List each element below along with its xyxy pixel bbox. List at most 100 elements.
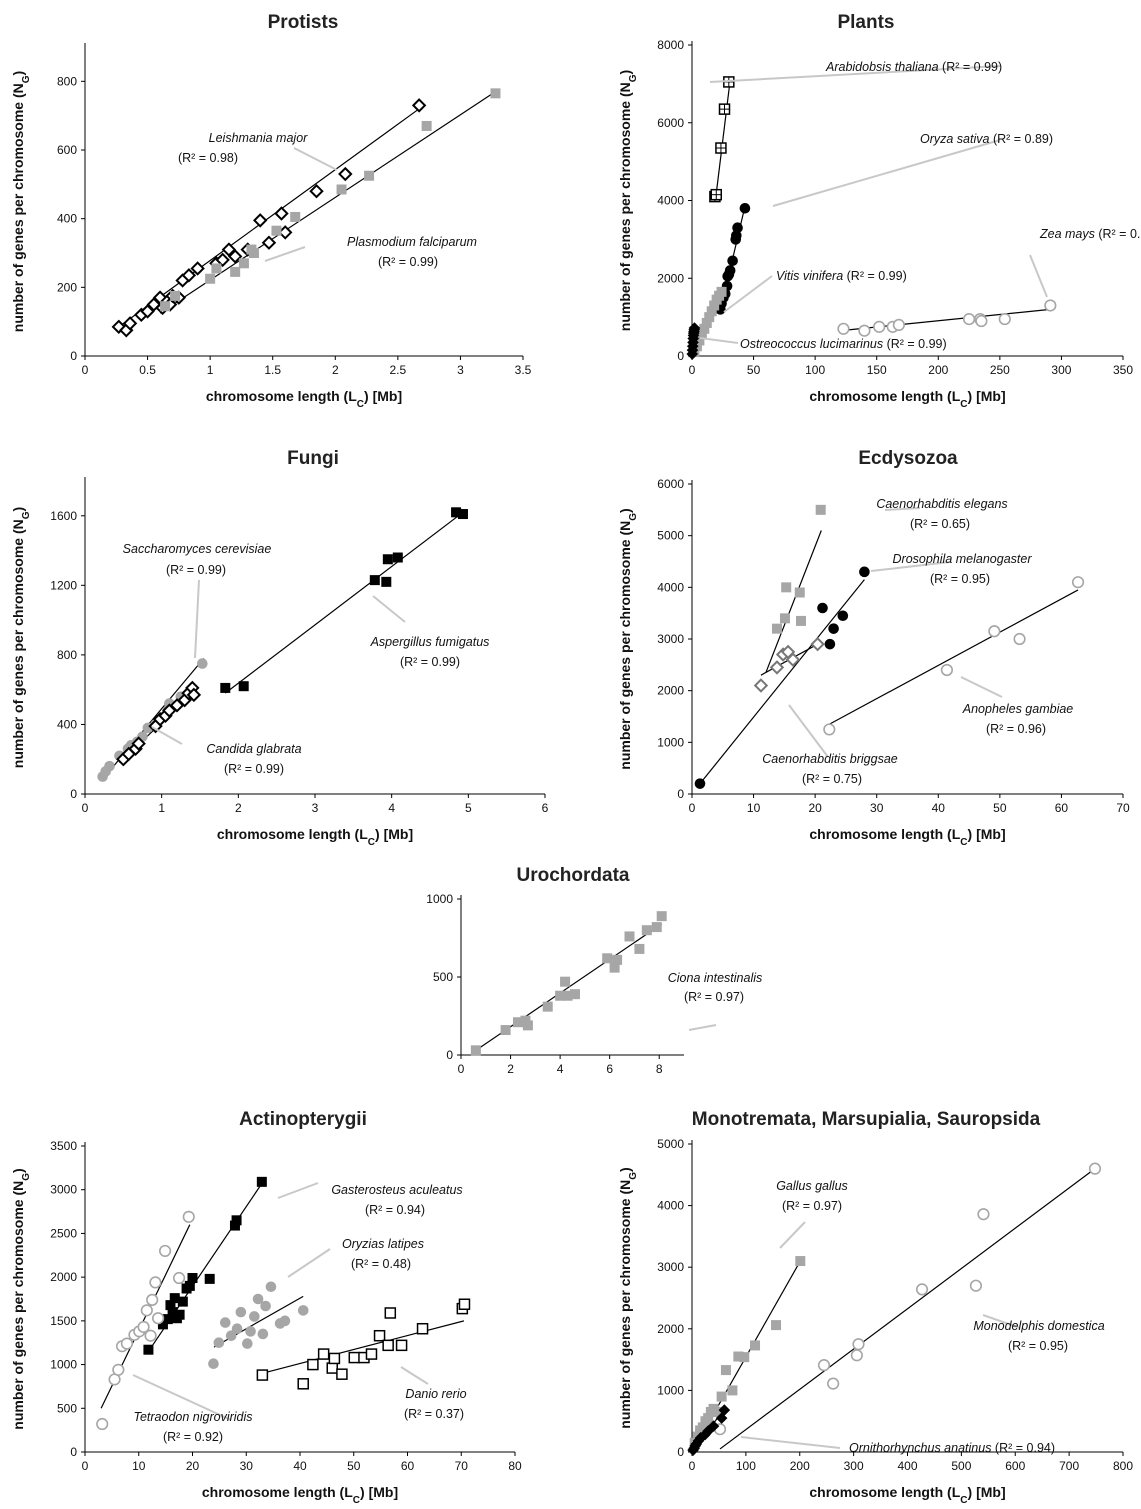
annotation-leader	[740, 1436, 841, 1449]
anopheles-gambiae-marker	[823, 723, 836, 736]
anopheles-gambiae-marker	[1013, 632, 1026, 646]
y-axis-label: number of genes per chromosome (NG)	[10, 1168, 32, 1429]
vitis-vinifera-marker	[706, 306, 717, 317]
tetraodon-nigroviridis-marker	[112, 1363, 125, 1376]
gasterosteus-aculeatus-marker	[256, 1176, 267, 1187]
ciona-intestinalis-marker	[500, 1025, 511, 1036]
trend-line	[829, 589, 1079, 725]
panel-monotremata-marsupialia-sauropsida: Monotremata, Marsupialia, Sauropsida 0 100…	[617, 1109, 1133, 1506]
panel-protists: Protists 0 0.5 1 1.5 2 2.5 3 3.5 0 200 400 600 800 chr…	[10, 12, 532, 410]
r-squared-label: (R² = 0.96)	[986, 722, 1046, 736]
chart-title: Actinopterygii	[239, 1109, 367, 1130]
y-tick-label: 600	[57, 143, 77, 157]
tetraodon-nigroviridis-marker	[146, 1293, 159, 1306]
caenorhabditis-elegans-marker	[815, 504, 826, 515]
danio-rerio-marker	[458, 1298, 471, 1310]
danio-rerio-marker	[336, 1368, 348, 1380]
saccharomyces-cerevisiae-marker	[104, 760, 115, 772]
leishmania-major-marker	[140, 304, 155, 319]
caenorhabditis-elegans-marker	[771, 623, 782, 634]
annotation-leader	[132, 1374, 232, 1421]
ciona-intestinalis-marker	[562, 990, 573, 1001]
y-tick-label: 1000	[50, 1358, 77, 1372]
ciona-intestinalis-marker	[609, 962, 620, 973]
x-tick-label: 4	[557, 1062, 564, 1076]
x-axis-label: chromosome length (LC) [Mb]	[809, 826, 1005, 848]
gallus-gallus-marker	[733, 1351, 744, 1362]
y-tick-label: 2500	[50, 1226, 77, 1240]
leishmania-major-marker	[261, 235, 277, 250]
ciona-intestinalis-marker	[602, 953, 613, 964]
x-tick-label: 3	[312, 801, 319, 815]
oryzias-latipes-marker	[279, 1315, 291, 1327]
chart-title: Fungi	[287, 448, 339, 469]
y-tick-label: 1200	[50, 578, 77, 592]
series-zea-mays	[837, 299, 1057, 337]
caenorhabditis-elegans-marker	[779, 613, 790, 624]
species-label: Candida glabrata	[206, 742, 301, 756]
ornithorhynchus-anatinus-marker	[707, 1420, 720, 1432]
leishmania-major-marker	[252, 213, 268, 228]
series-caenorhabditis-briggsae	[753, 636, 825, 693]
y-tick-label: 2000	[657, 271, 684, 285]
aspergillus-fumigatus-marker	[392, 552, 403, 563]
aspergillus-fumigatus-marker	[457, 509, 468, 520]
chart-title: Monotremata, Marsupialia, Sauropsida	[692, 1109, 1041, 1130]
r-squared-label: (R² = 0.99)	[166, 563, 226, 577]
x-tick-label: 1	[158, 801, 165, 815]
series-ciona-intestinalis	[470, 911, 667, 1056]
y-tick-label: 400	[57, 212, 77, 226]
danio-rerio-marker	[382, 1339, 394, 1352]
x-tick-label: 5	[465, 801, 472, 815]
r-squared-label: (R² = 0.98)	[178, 151, 238, 165]
tetraodon-nigroviridis-marker	[158, 1244, 172, 1258]
y-axis-label: number of genes per chromosome (NG)	[10, 71, 32, 332]
x-tick-label: 600	[1005, 1459, 1025, 1473]
tetraodon-nigroviridis-marker	[140, 1304, 153, 1317]
x-tick-label: 6	[606, 1062, 613, 1076]
r-squared-label: (R² = 0.95)	[930, 572, 990, 586]
x-tick-label: 20	[186, 1459, 200, 1473]
species-label: Ostreococcus lucimarinus (R² = 0.99)	[740, 337, 947, 351]
plasmodium-falciparum-marker	[336, 184, 347, 195]
series-anopheles-gambiae	[823, 576, 1085, 736]
caenorhabditis-elegans-marker	[795, 615, 806, 626]
species-label: Oryza sativa (R² = 0.89)	[920, 132, 1053, 146]
trend-line	[699, 579, 865, 785]
series-danio-rerio	[256, 1298, 471, 1390]
ciona-intestinalis-marker	[641, 925, 652, 936]
oryzias-latipes-marker	[225, 1330, 237, 1342]
candida-glabrata-marker	[131, 736, 146, 751]
oryza-sativa-marker	[732, 222, 743, 234]
chart-title: Protists	[268, 12, 339, 33]
annotation-leader	[372, 595, 406, 623]
x-tick-label: 70	[1116, 801, 1130, 815]
gasterosteus-aculeatus-marker	[177, 1296, 188, 1307]
r-squared-label: (R² = 0.99)	[400, 655, 460, 669]
anopheles-gambiae-marker	[1071, 576, 1085, 589]
trend-line	[102, 657, 205, 780]
x-tick-label: 0	[82, 801, 89, 815]
oryzias-latipes-marker	[252, 1293, 264, 1305]
caenorhabditis-briggsae-marker	[785, 652, 801, 667]
species-label: Gasterosteus aculeatus	[331, 1183, 462, 1197]
x-tick-label: 2	[507, 1062, 514, 1076]
monodelphis-domestica-marker	[827, 1377, 840, 1390]
x-tick-label: 0	[689, 801, 696, 815]
series-ostreococcus-lucimarinus	[686, 322, 701, 360]
tetraodon-nigroviridis-marker	[149, 1276, 162, 1289]
ornithorhynchus-anatinus-marker	[694, 1432, 707, 1444]
aspergillus-fumigatus-marker	[220, 682, 231, 693]
danio-rerio-marker	[373, 1329, 386, 1342]
danio-rerio-marker	[348, 1351, 361, 1364]
oryzias-latipes-marker	[297, 1305, 309, 1316]
y-tick-label: 6000	[657, 477, 684, 491]
oryzias-latipes-marker	[213, 1337, 225, 1349]
vitis-vinifera-marker	[694, 335, 705, 346]
x-tick-label: 30	[870, 801, 884, 815]
series-arabidobsis-thaliana	[709, 76, 735, 203]
tetraodon-nigroviridis-marker	[144, 1329, 157, 1342]
species-label: Plasmodium falciparum	[347, 235, 477, 249]
gasterosteus-aculeatus-marker	[157, 1319, 168, 1330]
annotation-leader	[287, 1248, 331, 1278]
